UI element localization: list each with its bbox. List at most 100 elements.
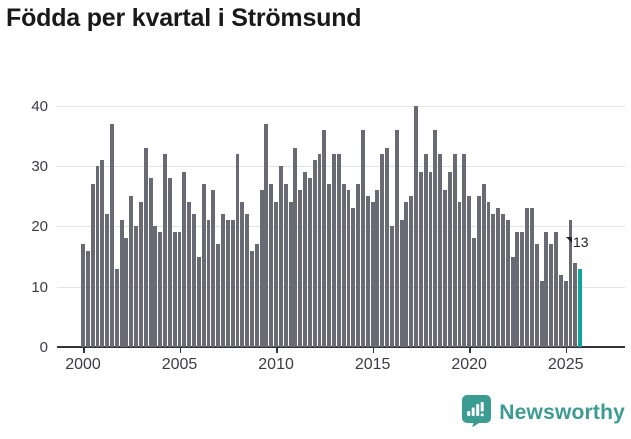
bar — [423, 153, 428, 347]
bar — [399, 220, 404, 347]
bar — [124, 238, 129, 347]
bar — [544, 232, 549, 347]
bar — [529, 208, 534, 347]
bar — [187, 202, 192, 347]
bar — [433, 129, 438, 347]
bar — [476, 196, 481, 347]
bar — [240, 202, 245, 347]
bar — [172, 232, 177, 347]
bar — [307, 178, 312, 347]
bar — [534, 244, 539, 347]
bar — [110, 123, 114, 347]
bar — [496, 208, 501, 347]
newsworthy-logo-icon — [461, 394, 492, 432]
bar — [225, 220, 230, 347]
bar — [558, 274, 563, 347]
bar — [134, 226, 139, 347]
bar — [525, 208, 530, 347]
bar — [283, 184, 288, 347]
x-tick-label: 2000 — [65, 356, 101, 373]
bar — [404, 202, 409, 347]
annotation-arrow-icon — [566, 237, 572, 243]
x-tick-mark — [469, 348, 471, 353]
brand-footer: Newsworthy — [461, 394, 625, 432]
x-tick-mark — [372, 348, 375, 353]
bar — [563, 280, 568, 347]
gridline — [57, 226, 625, 228]
bar — [182, 172, 187, 347]
bar — [129, 196, 134, 347]
y-tick-label: 10 — [31, 278, 48, 296]
bar — [216, 244, 221, 347]
bar — [274, 202, 279, 347]
x-tick-mark — [179, 348, 182, 353]
bar — [365, 196, 370, 347]
bar — [119, 220, 124, 347]
bar — [95, 166, 100, 347]
bar — [491, 214, 496, 347]
x-axis-line — [57, 346, 625, 348]
bar — [341, 184, 346, 347]
bar — [385, 147, 390, 347]
bar — [510, 256, 515, 347]
bar — [211, 190, 216, 347]
y-tick-label: 40 — [31, 97, 48, 115]
bar — [554, 232, 558, 347]
bar-latest-quarter — [578, 268, 583, 347]
bar — [361, 129, 365, 347]
bar — [389, 226, 394, 347]
annotation-value: 13 — [573, 234, 589, 250]
bar — [462, 153, 467, 347]
y-tick-label: 20 — [31, 218, 48, 236]
bar — [457, 202, 462, 347]
bar — [303, 172, 307, 347]
bar — [438, 153, 443, 347]
bar — [356, 184, 361, 347]
x-tick-label: 2010 — [258, 356, 294, 373]
bar — [447, 172, 452, 347]
bar — [351, 208, 356, 347]
bar — [158, 232, 163, 347]
bar — [177, 232, 182, 347]
bar — [486, 202, 491, 347]
x-tick-label: 2015 — [354, 356, 391, 373]
bar — [452, 153, 457, 347]
bar — [245, 214, 250, 347]
bar — [288, 202, 293, 347]
bar — [346, 190, 351, 347]
bar — [105, 214, 110, 347]
gridline — [57, 166, 625, 168]
bar — [568, 220, 573, 347]
bar — [264, 123, 269, 347]
brand-name: Newsworthy — [499, 401, 625, 424]
bar — [515, 232, 520, 347]
x-tick-label: 2020 — [451, 356, 487, 373]
bar — [409, 196, 414, 347]
bar — [317, 153, 322, 347]
x-tick-mark — [565, 348, 568, 353]
bar — [167, 178, 172, 347]
bar — [505, 220, 510, 347]
gridline — [57, 105, 625, 107]
bar — [380, 153, 385, 347]
bar — [201, 184, 206, 347]
bar — [332, 153, 336, 347]
latest-value-annotation: 13 — [566, 234, 589, 250]
bar — [298, 190, 303, 347]
bar — [322, 129, 327, 347]
bar — [192, 214, 196, 347]
bar — [481, 184, 486, 347]
y-tick-label: 0 — [39, 339, 48, 356]
bar — [428, 172, 433, 347]
bar — [90, 184, 95, 347]
x-tick-mark — [276, 348, 278, 353]
bar — [85, 250, 90, 347]
chart-title: Födda per kvartal i Strömsund — [6, 4, 362, 32]
bar — [418, 172, 423, 347]
gridline — [57, 286, 625, 288]
bar — [153, 226, 158, 347]
bar — [254, 244, 259, 347]
bar — [100, 160, 105, 347]
